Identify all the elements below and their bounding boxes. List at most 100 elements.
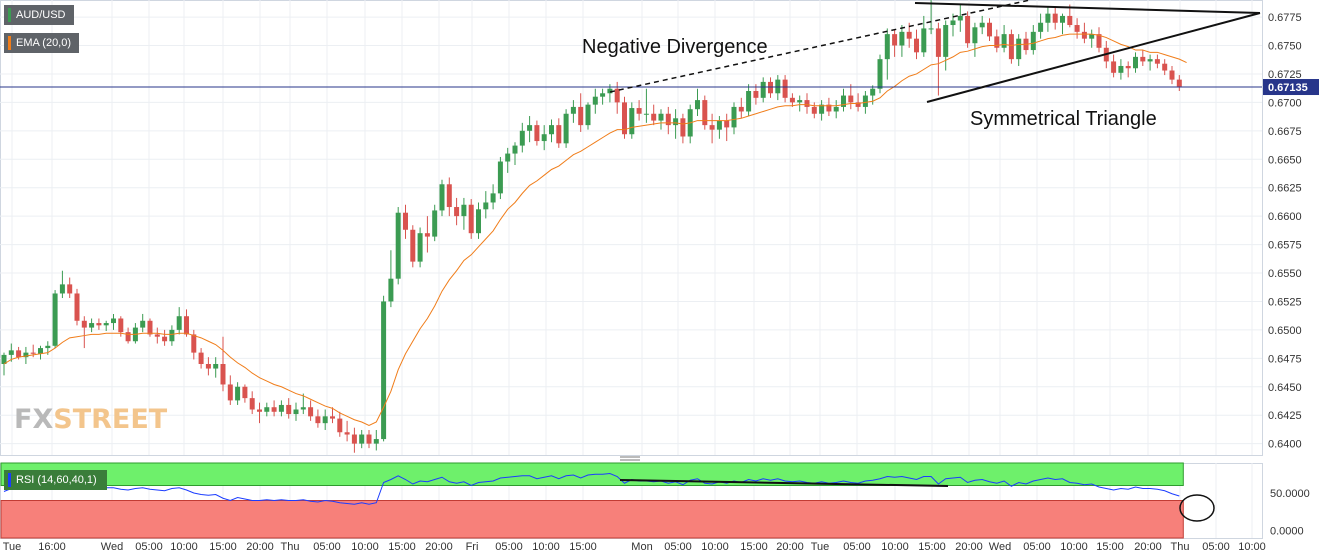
candle-body <box>884 34 890 60</box>
rsi-swatch <box>8 473 11 487</box>
candle-body <box>833 106 839 112</box>
candle-body <box>775 79 781 94</box>
candle-body <box>439 184 445 211</box>
candle-body <box>1140 56 1146 62</box>
candle-body <box>176 316 182 330</box>
candle-body <box>841 95 846 107</box>
candle-body <box>505 153 511 162</box>
candle-body <box>614 88 620 103</box>
price-tick-label: 0.6625 <box>1268 183 1302 195</box>
x-tick-label: 05:00 <box>843 541 871 553</box>
candle-body <box>760 81 766 98</box>
candle <box>629 102 635 139</box>
candle-body <box>673 118 679 126</box>
candle-body <box>549 125 554 135</box>
rsi-legend[interactable]: RSI (14,60,40,1) <box>4 470 107 490</box>
candle-body <box>826 104 832 112</box>
price-tick-label: 0.6650 <box>1268 154 1302 166</box>
candle-body <box>746 91 752 112</box>
candle <box>446 177 452 217</box>
candle <box>439 179 445 217</box>
candle <box>1052 6 1058 30</box>
candle <box>410 225 416 268</box>
candle <box>1038 13 1044 39</box>
candle <box>74 288 80 326</box>
candle <box>702 95 708 130</box>
candle-body <box>607 88 613 94</box>
candle <box>468 199 474 239</box>
candle-body <box>59 284 65 294</box>
candle-body <box>483 202 489 210</box>
candle-body <box>23 352 29 358</box>
candle <box>665 106 671 135</box>
current-price-label: 0.67135 <box>1268 82 1308 94</box>
candle <box>483 191 489 219</box>
candle-body <box>351 434 357 444</box>
candle-body <box>979 22 985 28</box>
candle-body <box>446 184 452 208</box>
candle-body <box>1081 31 1087 39</box>
candle-body <box>308 407 314 417</box>
candle <box>271 400 277 417</box>
candle-body <box>461 204 467 217</box>
price-tick-label: 0.6725 <box>1268 69 1302 81</box>
x-tick-label: 15:00 <box>1096 541 1124 553</box>
candle <box>512 142 518 165</box>
candle-body <box>782 79 788 98</box>
candle-body <box>1096 34 1102 48</box>
candle <box>899 25 905 57</box>
candle-body <box>702 100 708 126</box>
candle-body <box>724 120 730 128</box>
symbol-legend[interactable]: AUD/USD <box>4 5 74 25</box>
candle-body <box>768 81 773 94</box>
candle-body <box>242 386 248 399</box>
candle <box>497 156 503 200</box>
candle <box>622 96 627 139</box>
candle-body <box>81 320 87 328</box>
candle-body <box>1089 34 1095 39</box>
candle <box>242 384 248 403</box>
ema-legend[interactable]: EMA (20,0) <box>4 33 80 53</box>
candle-body <box>103 323 109 326</box>
price-tick-label: 0.6450 <box>1268 382 1302 394</box>
candle <box>928 0 934 35</box>
current-price-tag <box>1263 79 1319 96</box>
x-tick-label: 10:00 <box>351 541 379 553</box>
candle <box>213 357 219 378</box>
candle <box>67 277 73 299</box>
x-tick-label: 15:00 <box>569 541 597 553</box>
candle-body <box>235 386 241 401</box>
candle <box>300 393 306 415</box>
candle-body <box>1169 70 1175 80</box>
x-tick-label: 05:00 <box>495 541 523 553</box>
candle-body <box>388 278 394 302</box>
candle <box>826 97 832 117</box>
candle-body <box>330 416 335 419</box>
x-tick-label: 20:00 <box>955 541 983 553</box>
price-tick-label: 0.6600 <box>1268 211 1302 223</box>
x-tick-label: 05:00 <box>1202 541 1230 553</box>
candle-body <box>680 118 686 137</box>
x-tick-label: 10:00 <box>701 541 729 553</box>
candle-body <box>731 106 737 128</box>
candle-body <box>191 334 197 353</box>
price-tick-label: 0.6575 <box>1268 240 1302 252</box>
rsi-lower-zone <box>0 500 1184 539</box>
candle <box>38 345 43 360</box>
candle-body <box>337 418 343 433</box>
candle-body <box>184 316 189 335</box>
price-tick-label: 0.6675 <box>1268 126 1302 138</box>
candle-body <box>994 36 1000 48</box>
candle-body <box>972 27 978 44</box>
candle <box>541 125 547 151</box>
candle <box>351 427 357 453</box>
rsi-line <box>3 472 1180 505</box>
candle <box>140 313 146 333</box>
candle <box>286 398 292 419</box>
candle-body <box>293 409 299 415</box>
candle-body <box>738 106 744 112</box>
candle <box>432 204 438 242</box>
candle <box>775 75 781 101</box>
candle <box>381 295 387 442</box>
candle-body <box>476 209 481 234</box>
